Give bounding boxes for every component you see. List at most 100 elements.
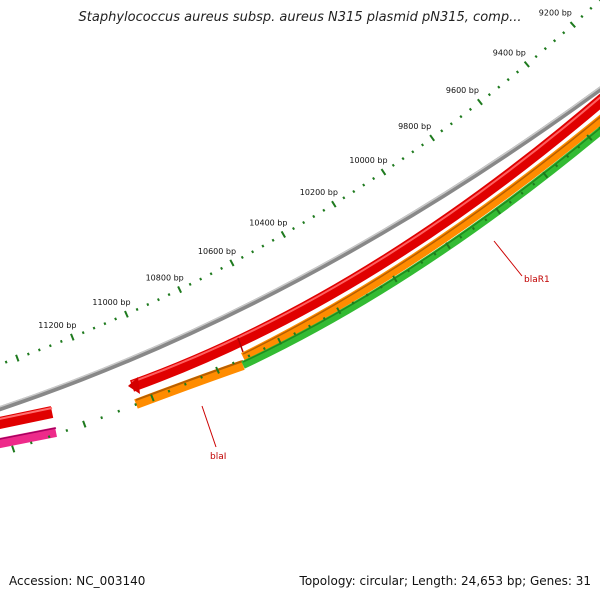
feature-red-fragment-highlight [0,407,53,420]
inner-minor-tick [406,269,410,273]
inner-major-tick [495,207,502,215]
inner-minor-tick [47,435,51,439]
ruler-major-tick [70,333,75,341]
inner-minor-tick [365,293,369,297]
inner-major-tick [586,134,593,141]
inner-major-tick [215,366,220,374]
ruler-major-tick [124,310,129,318]
ruler-minor-tick [411,150,415,154]
ruler-major-tick [177,285,183,294]
feature-red-arrow-highlight [131,96,600,383]
inner-minor-tick [459,235,463,239]
inner-minor-tick [508,200,512,204]
ruler-major-tick [331,200,337,208]
ruler-minor-tick [459,114,463,119]
ruler-minor-tick [543,47,547,51]
ruler-major-tick [429,134,436,142]
ruler-minor-tick [292,227,295,231]
ruler-major-tick [229,259,235,267]
backbone-ring [0,86,600,412]
inner-minor-tick [555,164,559,168]
inner-minor-tick [532,182,536,186]
ruler-tick-label: 10200 bp [300,188,338,197]
ruler-minor-tick [103,322,107,326]
ruler-minor-tick [59,339,63,343]
ruler-minor-tick [352,189,356,194]
ruler-tick-label: 9600 bp [446,86,479,95]
gene-label-blaI: blaI [210,452,226,462]
feature-green-strip-edge [242,127,600,363]
inner-minor-tick [247,354,251,358]
ruler-minor-tick [135,307,139,311]
inner-major-tick [11,445,16,453]
inner-minor-tick [134,403,138,407]
feature-red-arrow [129,93,600,392]
ruler-minor-tick [440,129,444,133]
inner-minor-tick [65,428,69,433]
feature-red-arrowhead [128,377,140,394]
inner-minor-tick [379,285,383,289]
inner-minor-tick [433,252,437,256]
inner-major-tick [542,171,549,179]
feature-red-fragment [0,406,54,430]
inner-minor-tick [484,218,488,222]
gene-label-leader-blaI [201,405,217,448]
ruler-minor-tick [322,208,326,212]
accession-label: Accession: NC_003140 [9,574,146,588]
inner-minor-tick [420,260,424,265]
ruler-minor-tick [372,176,376,181]
feature-pink-fragment [0,427,57,449]
ruler-minor-tick [449,122,453,126]
ruler-minor-tick [240,255,244,259]
inner-minor-tick [351,301,355,305]
inner-major-tick [392,275,398,283]
ruler-minor-tick [506,77,510,82]
ruler-minor-tick [188,282,192,286]
ruler-minor-tick [271,238,275,242]
ruler-minor-tick [114,317,118,321]
inner-major-tick [82,420,87,428]
ruler-minor-tick [220,266,223,270]
feature-pink-fragment-edge [0,427,57,440]
ruler-tick-label: 10800 bp [146,274,184,283]
ruler-minor-tick [146,303,150,307]
ruler-tick-label: 11000 bp [92,298,130,307]
ruler-tick-label: 10000 bp [349,156,387,165]
feature-orange-blaI [134,360,245,409]
ruler-minor-tick [468,107,473,112]
ruler-minor-tick [497,85,501,89]
ruler-minor-tick [562,31,566,35]
ruler-minor-tick [487,93,491,97]
inner-tick-ring [11,126,600,453]
inner-minor-tick [471,226,476,231]
ruler-minor-tick [4,360,8,364]
ruler-tick-label: 10400 bp [249,219,287,228]
inner-minor-tick [577,145,581,149]
ruler-minor-tick [251,250,255,254]
ruler-minor-tick [167,293,171,297]
ruler-major-tick [523,60,530,68]
ruler-major-tick [569,21,576,28]
inner-minor-tick [566,154,570,159]
inner-minor-tick [231,361,235,365]
inner-minor-tick [29,441,33,445]
inner-minor-tick [117,409,121,413]
ruler-minor-tick [92,326,96,330]
ruler-major-tick [15,354,20,362]
ruler-tick-label: 9200 bp [539,9,572,18]
inner-minor-tick [293,332,297,336]
ruler-tick-label: 11200 bp [38,321,76,330]
inner-major-tick [150,394,155,402]
backbone-ring-highlight [0,86,600,408]
ruler-minor-tick [342,196,346,200]
inner-minor-tick [322,316,326,321]
inner-minor-tick [167,389,171,393]
feature-red-divider [237,337,244,353]
ruler-minor-tick [401,157,405,161]
ruler-minor-tick [362,183,366,187]
ruler-minor-tick [534,54,538,59]
inner-minor-tick [520,191,524,195]
ruler-minor-tick [156,298,160,302]
feature-orange-blaR1-edge [242,116,600,355]
